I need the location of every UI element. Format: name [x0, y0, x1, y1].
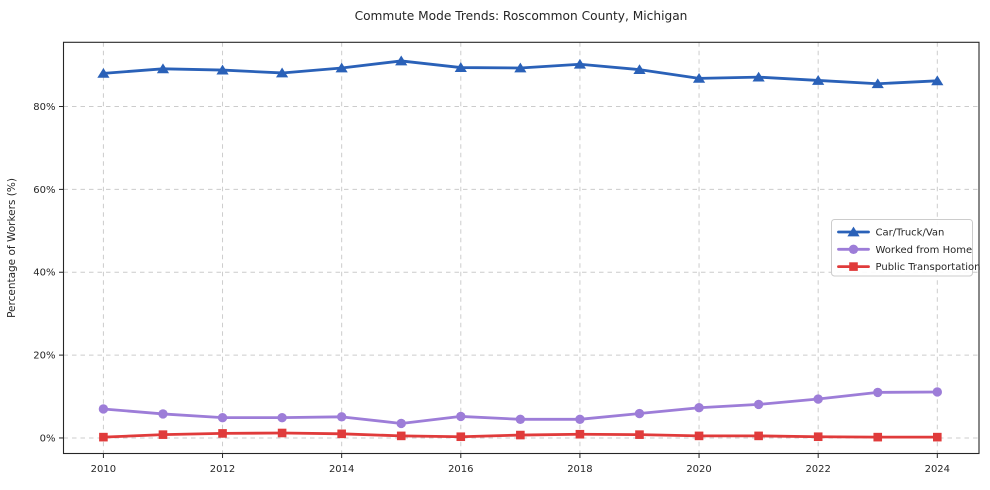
- series-public-transportation: [99, 428, 942, 442]
- triangle-marker: [156, 63, 170, 74]
- square-marker: [218, 429, 227, 438]
- circle-marker: [336, 412, 347, 422]
- triangle-marker: [276, 67, 289, 78]
- series-worked-from-home: [98, 387, 943, 429]
- chart-title: Commute Mode Trends: Roscommon County, M…: [355, 9, 688, 23]
- y-tick-label: 0%: [40, 433, 56, 444]
- x-tick-label: 2018: [567, 464, 592, 475]
- data-series: [97, 55, 944, 442]
- x-tick-label: 2016: [448, 464, 473, 475]
- circle-marker: [277, 412, 287, 423]
- triangle-marker: [633, 64, 646, 75]
- circle-marker: [848, 244, 859, 254]
- circle-marker: [694, 403, 704, 413]
- series-car-truck-van: [97, 55, 944, 89]
- circle-marker: [634, 408, 645, 419]
- square-marker: [635, 430, 644, 439]
- square-marker: [873, 432, 883, 442]
- y-tick-label: 60%: [33, 185, 55, 196]
- legend: Car/Truck/Van Worked from Home Public Tran…: [831, 219, 981, 277]
- y-tick-label: 20%: [33, 351, 55, 362]
- triangle-marker: [752, 71, 765, 82]
- circle-marker: [396, 418, 406, 429]
- triangle-marker: [931, 75, 944, 86]
- circle-marker: [158, 409, 168, 419]
- circle-marker: [813, 394, 823, 404]
- square-marker: [933, 432, 942, 442]
- square-marker: [694, 431, 704, 441]
- circle-marker: [753, 399, 764, 410]
- square-marker: [277, 428, 287, 438]
- plot-border: [62, 41, 980, 455]
- square-marker: [813, 432, 823, 442]
- y-tick-label: 40%: [33, 268, 55, 279]
- triangle-marker: [847, 226, 860, 237]
- square-marker: [516, 430, 525, 440]
- square-marker: [754, 431, 763, 441]
- triangle-marker: [692, 72, 706, 83]
- x-tick-label: 2020: [686, 464, 711, 475]
- legend-label: Car/Truck/Van: [876, 228, 945, 239]
- square-marker: [158, 430, 168, 439]
- x-tick-label: 2022: [805, 464, 830, 475]
- square-marker: [337, 429, 346, 439]
- triangle-marker: [573, 58, 587, 69]
- y-tick-label: 80%: [33, 102, 55, 113]
- circle-marker: [98, 404, 109, 414]
- circle-marker: [575, 414, 585, 425]
- circle-marker: [932, 387, 943, 397]
- x-tick-label: 2010: [91, 464, 116, 475]
- triangle-marker: [514, 62, 527, 73]
- legend-item-worked-from-home: Worked from Home: [837, 244, 973, 256]
- legend-label: Worked from Home: [876, 245, 973, 256]
- square-marker: [99, 432, 108, 442]
- square-marker: [396, 431, 406, 441]
- circle-marker: [217, 412, 228, 423]
- circle-marker: [456, 411, 466, 422]
- legend-item-car-truck-van: Car/Truck/Van: [837, 226, 945, 239]
- triangle-marker: [454, 62, 467, 72]
- square-marker: [575, 429, 585, 439]
- triangle-marker: [871, 78, 884, 89]
- axes-spines: [62, 41, 980, 455]
- x-tick-label: 2024: [925, 464, 950, 475]
- triangle-marker: [395, 55, 408, 66]
- x-tick-label: 2012: [210, 464, 235, 475]
- triangle-marker: [812, 75, 825, 85]
- square-marker: [456, 432, 466, 442]
- square-marker: [849, 262, 858, 271]
- legend-label: Public Transportation: [876, 262, 981, 273]
- x-tick-label: 2014: [329, 464, 354, 475]
- triangle-marker: [216, 64, 229, 75]
- y-axis-label: Percentage of Workers (%): [6, 178, 18, 318]
- axis-tick-labels: 2010 2012 2014 2016 2018 2020 2022 2024 0% 20% 40%…: [33, 102, 950, 475]
- triangle-marker: [335, 62, 348, 73]
- circle-marker: [873, 387, 883, 398]
- triangle-marker: [97, 67, 110, 78]
- axis-ticks: [59, 106, 938, 458]
- circle-marker: [515, 414, 526, 425]
- gridlines: [63, 42, 979, 454]
- legend-box: [831, 219, 973, 277]
- legend-item-public-transportation: Public Transportation: [837, 262, 981, 273]
